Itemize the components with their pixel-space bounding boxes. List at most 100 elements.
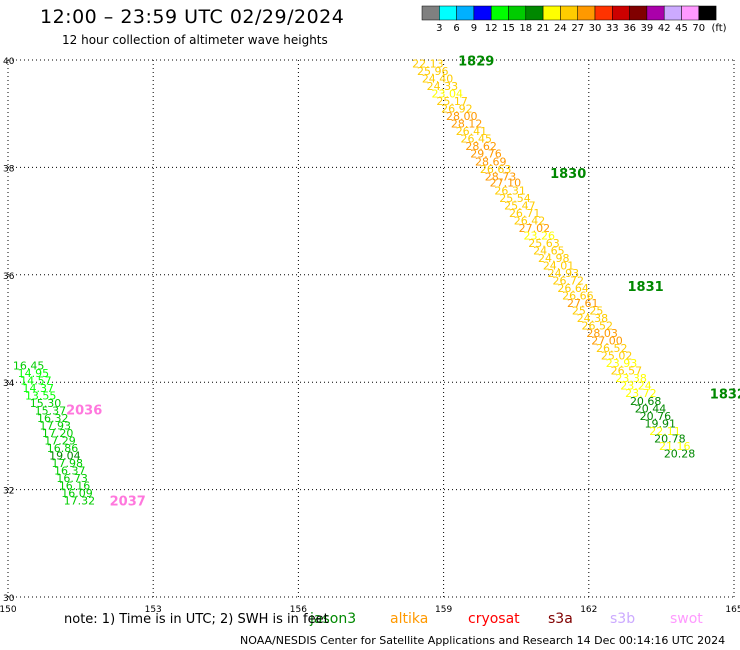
x-tick-label: 156 [290,605,307,615]
wave-height-point: 26.52 [582,320,614,333]
colorbar-unit: (ft) [711,23,726,34]
x-tick-label: 165 [725,605,740,615]
wave-height-point: 25.96 [417,65,449,78]
wave-height-point: 16.45 [13,359,45,372]
colorbar-label: 36 [623,23,636,34]
wave-height-point: 28.73 [485,170,517,183]
colorbar-label: 45 [675,23,688,34]
wave-height-point: 22.13 [412,58,444,71]
pass-time-label: 2036 [66,403,102,418]
wave-height-point: 24.40 [422,73,454,86]
colorbar-label: 9 [471,23,477,34]
wave-height-point: 23.93 [606,357,638,370]
wave-height-point: 24.33 [427,80,459,93]
pass-time-label: 1830 [550,167,586,182]
wave-height-point: 26.45 [461,133,493,146]
wave-height-point: 14.95 [18,367,50,380]
pass-time-label: 1831 [628,280,664,295]
chart-title: 12:00 – 23:59 UTC 02/29/2024 [40,6,345,28]
wave-height-point: 20.44 [635,402,667,415]
wave-height-point: 24.65 [533,244,565,257]
wave-height-point: 28.00 [446,110,478,123]
wave-height-point: 15.30 [30,397,61,410]
colorbar-label: 70 [692,23,705,34]
wave-height-point: 24.98 [538,252,570,265]
wave-height-point: 24.93 [548,267,580,280]
y-tick-label: 36 [3,272,15,282]
wave-height-point: 28.12 [451,118,483,131]
colorbar-label: 27 [571,23,584,34]
wave-height-point: 23.38 [615,372,647,385]
wave-height-point: 26.57 [611,365,643,378]
wave-height-point: 25.47 [504,199,535,212]
colorbar-label: 42 [658,23,671,34]
wave-height-point: 14.57 [20,374,51,387]
wave-height-point: 20.68 [630,395,662,408]
colorbar-label: 30 [589,23,602,34]
wave-height-point: 20.28 [664,447,696,460]
wave-height-point: 26.64 [557,282,589,295]
y-tick-label: 38 [3,164,15,174]
wave-height-point: 23.04 [432,88,464,101]
wave-height-point: 28.62 [465,140,497,153]
x-tick-label: 153 [145,605,162,615]
wave-height-point: 15.37 [35,404,66,417]
wave-height-point: 28.03 [586,327,618,340]
wave-height-point: 27.61 [567,297,599,310]
wave-height-point: 25.17 [436,95,468,108]
mission-s3a: s3a [548,611,573,627]
wave-height-point: 27.02 [519,222,551,235]
wave-height-point: 20.78 [654,432,686,445]
mission-altika: altika [390,611,429,627]
pass-time-label: 2037 [110,495,146,510]
wave-height-point: 26.63 [480,163,512,176]
footnote: note: 1) Time is in UTC; 2) SWH is in fe… [64,612,329,627]
credit-line: NOAA/NESDIS Center for Satellite Applica… [240,634,726,647]
x-tick-label: 150 [0,605,17,615]
chart-subtitle: 12 hour collection of altimeter wave hei… [62,33,328,47]
wave-height-point: 23.24 [620,380,652,393]
wave-height-point: 21.16 [659,440,691,453]
y-tick-label: 30 [3,594,15,604]
wave-height-point: 17.20 [42,427,74,440]
y-tick-label: 34 [3,379,15,389]
wave-height-point: 26.41 [456,125,488,138]
colorbar-swatch [698,5,717,21]
mission-cryosat: cryosat [468,611,520,627]
wave-height-point: 26.71 [509,207,541,220]
colorbar-label: 12 [485,23,498,34]
colorbar-label: 15 [502,23,515,34]
wave-height-point: 23.72 [625,387,657,400]
wave-height-point: 28.69 [475,155,507,168]
wave-height-point: 19.91 [644,417,676,430]
mission-jason3: jason3 [310,611,357,627]
wave-height-point: 25.25 [572,305,604,318]
colorbar-label: 3 [436,23,442,34]
wave-height-point: 23.26 [523,229,555,242]
wave-height-point: 16.37 [54,465,85,478]
wave-height-point: 14.37 [23,382,55,395]
wave-height-point: 27.10 [490,177,521,190]
wave-height-point: 16.16 [59,480,91,493]
wave-height-point: 25.02 [601,350,633,363]
wave-height-point: 17.93 [39,419,71,432]
colorbar-legend: 3 6 9 12 15 18 21 24 27 30 33 36 39 42 45 70 (ft) [421,5,727,34]
wave-height-point: 26.92 [441,103,473,116]
wave-height-point: 26.31 [494,184,526,197]
colorbar-label: 24 [554,23,567,34]
wave-height-point: 16.73 [56,472,88,485]
wave-height-point: 25.63 [528,237,560,250]
wave-height-point: 26.66 [562,290,594,303]
wave-height-point: 16.32 [37,412,69,425]
mission-swot: swot [670,611,703,627]
wave-height-point: 29.76 [470,148,502,161]
colorbar-label: 33 [606,23,619,34]
colorbar-label: 39 [641,23,654,34]
wave-height-point: 16.09 [61,487,93,500]
wave-height-point: 17.29 [44,434,76,447]
wave-height-point: 17.98 [52,457,83,470]
y-tick-label: 40 [3,57,15,67]
wave-height-point: 26.42 [514,214,546,227]
wave-height-point: 19.04 [49,450,81,463]
